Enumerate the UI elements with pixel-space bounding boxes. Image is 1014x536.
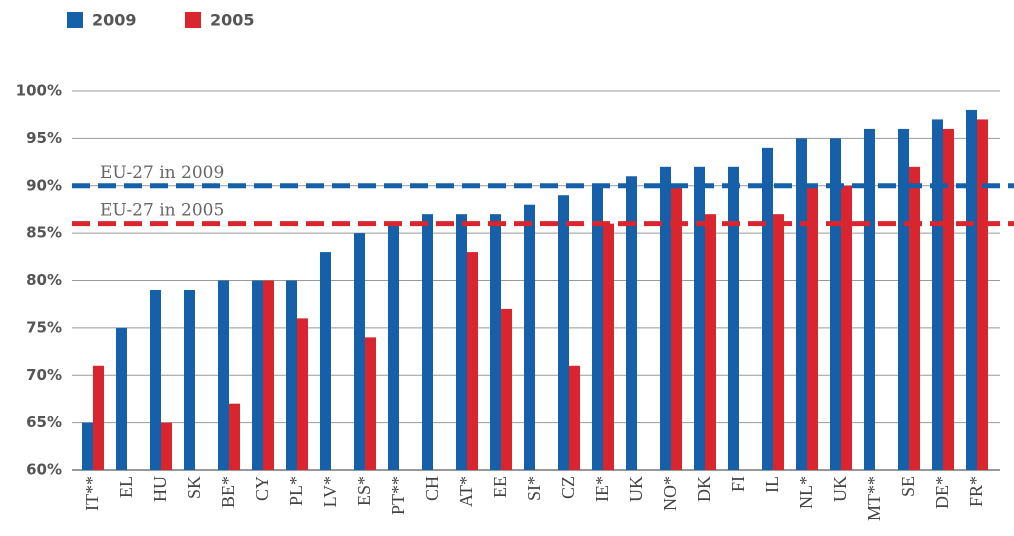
x-tick-label: LV* bbox=[320, 476, 340, 507]
y-tick-label: 80% bbox=[26, 271, 62, 289]
x-tick-label: FI bbox=[728, 476, 748, 492]
x-tick-label: UK bbox=[830, 476, 850, 502]
bar bbox=[93, 365, 104, 470]
y-tick-label: 85% bbox=[26, 224, 62, 242]
bar bbox=[229, 403, 240, 470]
x-tick-label: CY bbox=[252, 476, 272, 501]
y-tick-label: 60% bbox=[26, 461, 62, 479]
bar bbox=[184, 289, 195, 470]
bar bbox=[524, 204, 535, 470]
bar bbox=[490, 214, 501, 470]
bar bbox=[773, 214, 784, 470]
x-tick-label: SI* bbox=[524, 476, 544, 501]
x-tick-label: PT** bbox=[388, 476, 408, 515]
bar bbox=[592, 185, 603, 470]
x-tick-label: EL bbox=[116, 476, 136, 498]
legend-swatch bbox=[185, 12, 201, 28]
bar bbox=[830, 138, 841, 470]
bar bbox=[694, 166, 705, 471]
x-tick-label: NO* bbox=[660, 476, 680, 511]
x-tick-label: MT** bbox=[864, 476, 884, 521]
x-tick-label: IL bbox=[762, 476, 782, 493]
legend-label: 2009 bbox=[92, 11, 137, 30]
bar bbox=[297, 318, 308, 470]
x-tick-label: UK bbox=[626, 476, 646, 502]
bar bbox=[286, 280, 297, 470]
bar bbox=[603, 223, 614, 470]
bar bbox=[796, 138, 807, 470]
bar bbox=[388, 223, 399, 470]
bar bbox=[807, 185, 818, 470]
bar bbox=[354, 233, 365, 470]
legend-label: 2005 bbox=[210, 11, 255, 30]
reference-label: EU-27 in 2009 bbox=[100, 163, 224, 183]
y-tick-label: 65% bbox=[26, 413, 62, 431]
x-tick-label: DE* bbox=[932, 476, 952, 509]
bar bbox=[558, 195, 569, 470]
bar bbox=[422, 214, 433, 470]
y-tick-label: 100% bbox=[16, 82, 62, 100]
bar bbox=[82, 422, 93, 470]
y-tick-label: 90% bbox=[26, 176, 62, 194]
bar bbox=[161, 422, 172, 470]
x-tick-label: IE* bbox=[592, 476, 612, 502]
x-tick-label: FR* bbox=[966, 476, 986, 507]
bar bbox=[218, 280, 229, 470]
y-tick-label: 75% bbox=[26, 318, 62, 336]
x-tick-label: EE bbox=[490, 476, 510, 498]
bar bbox=[943, 128, 954, 470]
x-tick-label: NL* bbox=[796, 476, 816, 509]
bar bbox=[841, 185, 852, 470]
x-tick-label: CH bbox=[422, 476, 442, 501]
bar bbox=[705, 214, 716, 470]
bar bbox=[671, 185, 682, 470]
bar bbox=[467, 252, 478, 470]
x-tick-label: SK bbox=[184, 476, 204, 499]
bar bbox=[728, 166, 739, 471]
bar bbox=[456, 214, 467, 470]
x-tick-label: IT** bbox=[82, 476, 102, 511]
bar bbox=[263, 280, 274, 470]
x-tick-label: BE* bbox=[218, 476, 238, 508]
y-tick-label: 70% bbox=[26, 366, 62, 384]
bar bbox=[660, 166, 671, 471]
legend-swatch bbox=[67, 12, 83, 28]
x-tick-label: PL* bbox=[286, 476, 306, 506]
reference-label: EU-27 in 2005 bbox=[100, 201, 224, 221]
bar bbox=[864, 128, 875, 470]
x-tick-label: CZ bbox=[558, 476, 578, 499]
bar bbox=[762, 147, 773, 470]
bar bbox=[966, 109, 977, 470]
bar bbox=[116, 327, 127, 470]
bar bbox=[150, 289, 161, 470]
bar bbox=[626, 176, 637, 470]
bar bbox=[977, 119, 988, 471]
bar bbox=[909, 166, 920, 471]
bar bbox=[932, 119, 943, 471]
bar bbox=[365, 337, 376, 470]
x-tick-label: ES* bbox=[354, 476, 374, 506]
bar bbox=[569, 365, 580, 470]
x-tick-label: SE bbox=[898, 476, 918, 497]
y-tick-label: 95% bbox=[26, 129, 62, 147]
bar bbox=[898, 128, 909, 470]
bar bbox=[320, 252, 331, 470]
x-tick-label: AT* bbox=[456, 476, 476, 507]
bar bbox=[501, 308, 512, 470]
x-tick-label: HU bbox=[150, 476, 170, 502]
bar bbox=[252, 280, 263, 470]
x-tick-label: DK bbox=[694, 476, 714, 502]
